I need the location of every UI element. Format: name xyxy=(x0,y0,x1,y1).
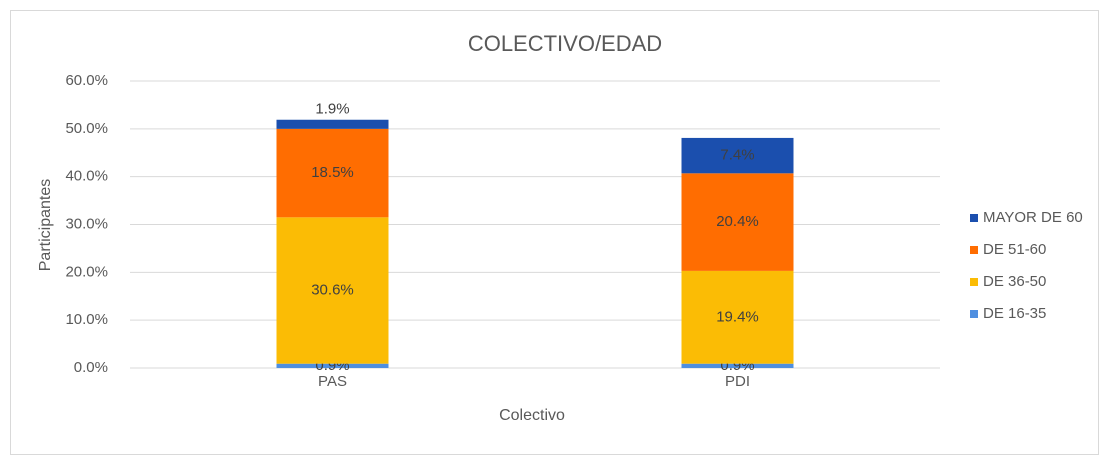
data-label: 20.4% xyxy=(716,213,759,230)
data-label: 30.6% xyxy=(311,281,354,298)
legend-swatch xyxy=(970,214,978,222)
x-tick-label: PDI xyxy=(725,373,750,390)
legend-label: DE 36-50 xyxy=(983,273,1046,290)
bar-segment xyxy=(681,173,794,271)
chart-title: COLECTIVO/EDAD xyxy=(468,31,662,56)
bar-segment xyxy=(276,119,389,129)
legend-label: DE 16-35 xyxy=(983,305,1046,322)
data-label: 19.4% xyxy=(716,308,759,325)
bar-segment xyxy=(681,363,794,368)
data-label: 7.4% xyxy=(720,147,754,164)
bar-segment xyxy=(276,217,389,364)
bar-segment xyxy=(681,137,794,174)
legend-swatch xyxy=(970,246,978,254)
y-tick-label: 50.0% xyxy=(65,120,108,137)
y-tick-label: 30.0% xyxy=(65,215,108,232)
y-axis-label: Participantes xyxy=(37,179,54,272)
legend-swatch xyxy=(970,310,978,318)
bar-segment xyxy=(276,363,389,368)
y-tick-label: 10.0% xyxy=(65,311,108,328)
bar-segment xyxy=(276,128,389,218)
legend-swatch xyxy=(970,278,978,286)
data-label: 18.5% xyxy=(311,164,354,181)
y-tick-label: 0.0% xyxy=(74,359,108,376)
y-tick-label: 20.0% xyxy=(65,263,108,280)
legend-label: DE 51-60 xyxy=(983,241,1046,258)
x-axis-label: Colectivo xyxy=(499,407,565,424)
y-tick-label: 60.0% xyxy=(65,72,108,89)
legend-label: MAYOR DE 60 xyxy=(983,209,1083,226)
chart-border xyxy=(10,10,1099,455)
bar-segment xyxy=(681,270,794,364)
data-label: 1.9% xyxy=(315,101,349,118)
y-tick-label: 40.0% xyxy=(65,168,108,185)
x-tick-label: PAS xyxy=(318,373,347,390)
